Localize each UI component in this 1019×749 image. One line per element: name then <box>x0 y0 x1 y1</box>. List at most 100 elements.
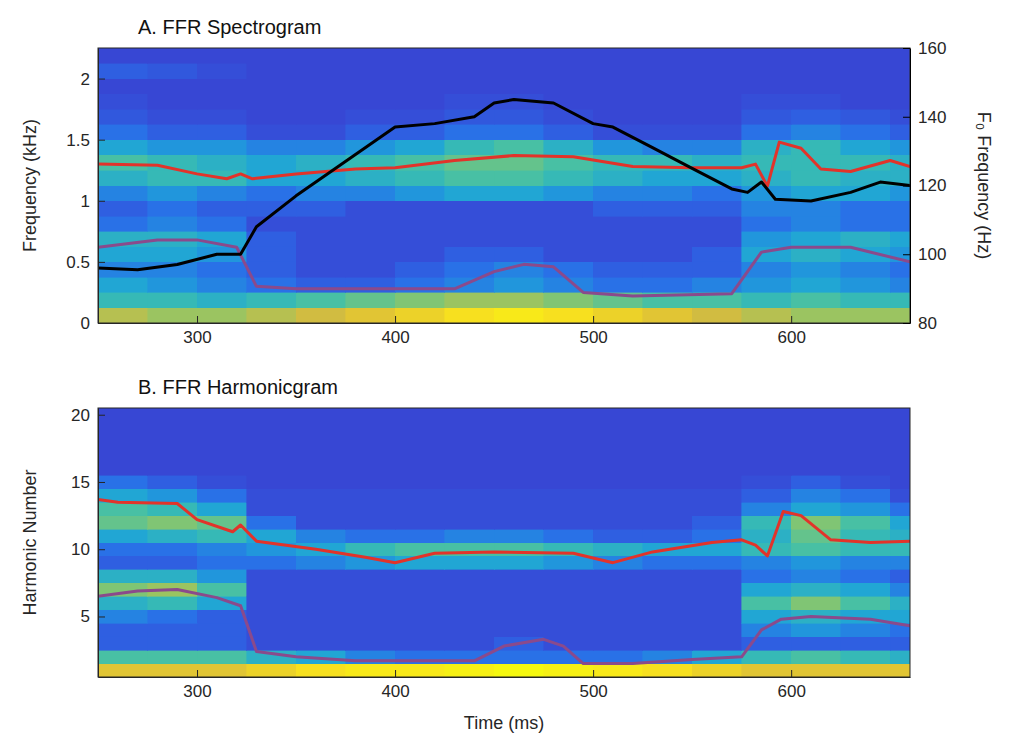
heatmap-cell <box>98 186 148 201</box>
heatmap-cell <box>197 556 247 569</box>
tick: 500 <box>579 316 607 347</box>
tick-mark <box>98 79 105 80</box>
data-line <box>98 499 910 562</box>
y-axis-title: Frequency (kHz) <box>20 119 40 252</box>
panel-title: A. FFR Spectrogram <box>138 16 321 38</box>
heatmap-cell <box>98 596 148 609</box>
heatmap-cell <box>742 475 792 488</box>
heatmap-cell <box>445 637 495 650</box>
heatmap-cell <box>643 556 693 569</box>
heatmap-cell <box>98 308 148 323</box>
tick-mark <box>395 670 396 677</box>
heatmap-cell <box>593 435 643 448</box>
heatmap-cell <box>890 408 910 421</box>
heatmap-cell <box>742 155 792 170</box>
heatmap-cell <box>445 462 495 475</box>
heatmap-cell <box>247 140 297 155</box>
heatmap-cell <box>148 529 198 542</box>
heatmap-cell <box>494 664 544 677</box>
heatmap-cell <box>692 475 742 488</box>
heatmap-cell <box>643 109 693 124</box>
heatmap-cell <box>197 140 247 155</box>
heatmap-cell <box>890 124 910 139</box>
heatmap-cell <box>346 489 396 502</box>
tick: 500 <box>579 670 607 701</box>
tick-mark <box>791 316 792 323</box>
heatmap-cell <box>692 140 742 155</box>
heatmap-cell <box>395 201 445 216</box>
heatmap-cell <box>494 201 544 216</box>
heatmap-cell <box>346 516 396 529</box>
tick: 300 <box>183 316 211 347</box>
heatmap-cell <box>197 109 247 124</box>
heatmap-cell <box>346 448 396 461</box>
tick-mark <box>197 670 198 677</box>
heatmap-cell <box>593 247 643 262</box>
heatmap-cell <box>643 448 693 461</box>
tick-mark <box>98 482 105 483</box>
heatmap-cell <box>692 610 742 623</box>
tick: 100 <box>903 245 946 264</box>
heatmap-cell <box>593 216 643 231</box>
heatmap-cell <box>296 448 346 461</box>
heatmap-cell <box>247 569 297 582</box>
heatmap-cell <box>593 610 643 623</box>
heatmap-cell <box>197 124 247 139</box>
heatmap-cell <box>841 435 891 448</box>
heatmap-cell <box>494 435 544 448</box>
heatmap-cell <box>296 262 346 277</box>
heatmap-cell <box>197 201 247 216</box>
heatmap-cell <box>197 292 247 307</box>
heatmap-cell <box>643 462 693 475</box>
heatmap-cell <box>643 475 693 488</box>
heatmap-cell <box>692 247 742 262</box>
heatmap-cell <box>494 489 544 502</box>
heatmap-cell <box>593 201 643 216</box>
heatmap-cell <box>890 231 910 246</box>
heatmap-cell <box>890 262 910 277</box>
heatmap-cell <box>692 516 742 529</box>
heatmap-cell <box>346 201 396 216</box>
heatmap-cell <box>346 48 396 63</box>
heatmap-cell <box>544 502 594 515</box>
heatmap-cell <box>643 231 693 246</box>
heatmap-cell <box>197 650 247 663</box>
heatmap-cell <box>247 155 297 170</box>
heatmap-cell <box>791 489 841 502</box>
heatmap-cell <box>296 462 346 475</box>
heatmap-cell <box>247 596 297 609</box>
heatmap-cell <box>692 262 742 277</box>
heatmap-cell <box>593 583 643 596</box>
tick: 15 <box>71 473 105 492</box>
heatmap-cell <box>98 48 148 63</box>
heatmap-cell <box>296 408 346 421</box>
data-line <box>98 142 910 186</box>
heatmap-cell <box>494 79 544 94</box>
heatmap-cell <box>247 435 297 448</box>
heatmap-cell <box>296 308 346 323</box>
heatmap-cell <box>841 79 891 94</box>
tick: 600 <box>777 316 805 347</box>
heatmap-cell <box>791 462 841 475</box>
heatmap-cell <box>593 489 643 502</box>
heatmap-cell <box>98 155 148 170</box>
tick-label: 500 <box>579 328 607 347</box>
heatmap-cell <box>296 489 346 502</box>
heatmap-cell <box>742 462 792 475</box>
heatmap-cell <box>841 462 891 475</box>
heatmap-cell <box>692 408 742 421</box>
heatmap-cell <box>346 596 396 609</box>
heatmap-cell <box>148 664 198 677</box>
heatmap-cell <box>643 48 693 63</box>
heatmap-cell <box>890 94 910 109</box>
heatmap-cell <box>742 448 792 461</box>
heatmap-cell <box>395 292 445 307</box>
heatmap-cell <box>494 216 544 231</box>
heatmap-cell <box>692 462 742 475</box>
heatmap-cell <box>544 247 594 262</box>
heatmap-cell <box>742 623 792 636</box>
heatmap-cell <box>296 529 346 542</box>
heatmap-cell <box>692 623 742 636</box>
heatmap-cell <box>395 502 445 515</box>
heatmap-cell <box>296 48 346 63</box>
